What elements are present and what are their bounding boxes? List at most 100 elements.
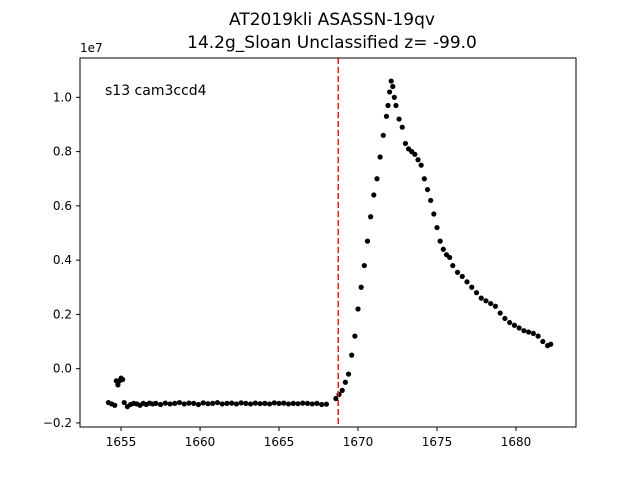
data-point [314, 400, 320, 406]
data-point [488, 300, 494, 307]
data-point [167, 401, 173, 407]
data-point [300, 400, 306, 406]
data-point [374, 176, 380, 182]
data-point [112, 402, 118, 408]
y-offset-label: 1e7 [80, 41, 103, 55]
data-point [548, 341, 554, 347]
data-point [115, 382, 121, 388]
data-point [380, 132, 386, 138]
data-point [355, 306, 361, 312]
data-point [271, 400, 277, 406]
data-point [276, 400, 282, 406]
y-tick-label: 0.8 [53, 145, 72, 159]
data-point [511, 322, 517, 328]
data-point [421, 176, 427, 182]
data-point [339, 387, 345, 393]
data-point [497, 310, 503, 316]
x-axis: 1655 1660 1665 1670 1675 1680 [106, 427, 531, 449]
y-tick-label: 1.0 [53, 90, 72, 104]
data-point [214, 399, 221, 406]
data-point [342, 379, 348, 385]
data-point [428, 197, 434, 204]
data-point [281, 400, 287, 406]
data-point [323, 401, 330, 407]
x-tick-label: 1675 [422, 435, 453, 449]
data-point [233, 401, 239, 407]
x-tick-label: 1655 [106, 435, 137, 449]
y-axis: −0.2 0.0 0.2 0.4 0.6 0.8 1.0 [43, 90, 80, 430]
data-point [162, 400, 168, 406]
data-point [121, 399, 127, 406]
data-point [358, 284, 364, 290]
data-point [535, 333, 541, 339]
data-point [172, 400, 178, 406]
data-point [176, 399, 183, 406]
data-point [454, 269, 461, 275]
chart-annotation: s13 cam3ccd4 [105, 83, 207, 99]
data-point [390, 83, 396, 90]
x-tick-label: 1680 [501, 435, 532, 449]
data-point [295, 401, 301, 407]
y-tick-label: 0.2 [53, 307, 72, 321]
chart-title-line1: AT2019kli ASASSN-19qv [229, 10, 435, 30]
data-point [368, 214, 374, 220]
data-point [224, 400, 230, 406]
data-point [200, 400, 206, 406]
data-points [105, 78, 554, 410]
data-point [285, 401, 292, 407]
data-point [431, 211, 437, 217]
data-point [181, 401, 187, 407]
data-point [459, 273, 465, 280]
data-point [333, 395, 339, 402]
data-point [415, 157, 421, 163]
data-point [157, 401, 164, 408]
data-point [469, 284, 475, 290]
y-tick-label: 0.4 [53, 253, 72, 267]
data-point [361, 262, 367, 269]
data-point [450, 262, 456, 269]
data-point [153, 400, 159, 406]
data-point [364, 238, 371, 244]
data-point [447, 254, 453, 261]
data-point [252, 400, 258, 406]
data-point [521, 328, 527, 334]
data-point [186, 400, 192, 406]
data-point [195, 401, 202, 408]
data-point [478, 295, 484, 301]
data-point [210, 400, 216, 406]
data-point [238, 400, 244, 406]
data-point [396, 116, 402, 122]
data-point [434, 224, 440, 231]
x-tick-label: 1665 [264, 435, 295, 449]
data-point [399, 124, 405, 130]
data-point [526, 329, 532, 335]
y-tick-label: −0.2 [43, 416, 72, 430]
data-point [229, 400, 235, 406]
x-tick-label: 1670 [343, 435, 374, 449]
data-point [257, 401, 263, 407]
data-point [393, 102, 399, 109]
data-point [247, 401, 254, 407]
data-point [345, 371, 352, 377]
data-point [262, 400, 268, 406]
data-point [290, 400, 296, 406]
data-point [304, 400, 311, 406]
data-point [492, 303, 499, 309]
data-point [385, 102, 391, 109]
data-point [516, 325, 522, 331]
data-point [243, 400, 249, 406]
y-tick-label: 0.6 [53, 199, 72, 213]
data-point [205, 401, 211, 407]
data-point [309, 401, 315, 407]
data-point [391, 94, 397, 100]
data-point [437, 238, 443, 244]
data-point [371, 192, 377, 198]
x-tick-label: 1660 [185, 435, 216, 449]
plot-frame [79, 57, 577, 428]
data-point [464, 279, 470, 285]
data-point [266, 401, 273, 407]
data-point [120, 376, 126, 383]
data-point [352, 333, 358, 339]
data-point [387, 89, 393, 95]
